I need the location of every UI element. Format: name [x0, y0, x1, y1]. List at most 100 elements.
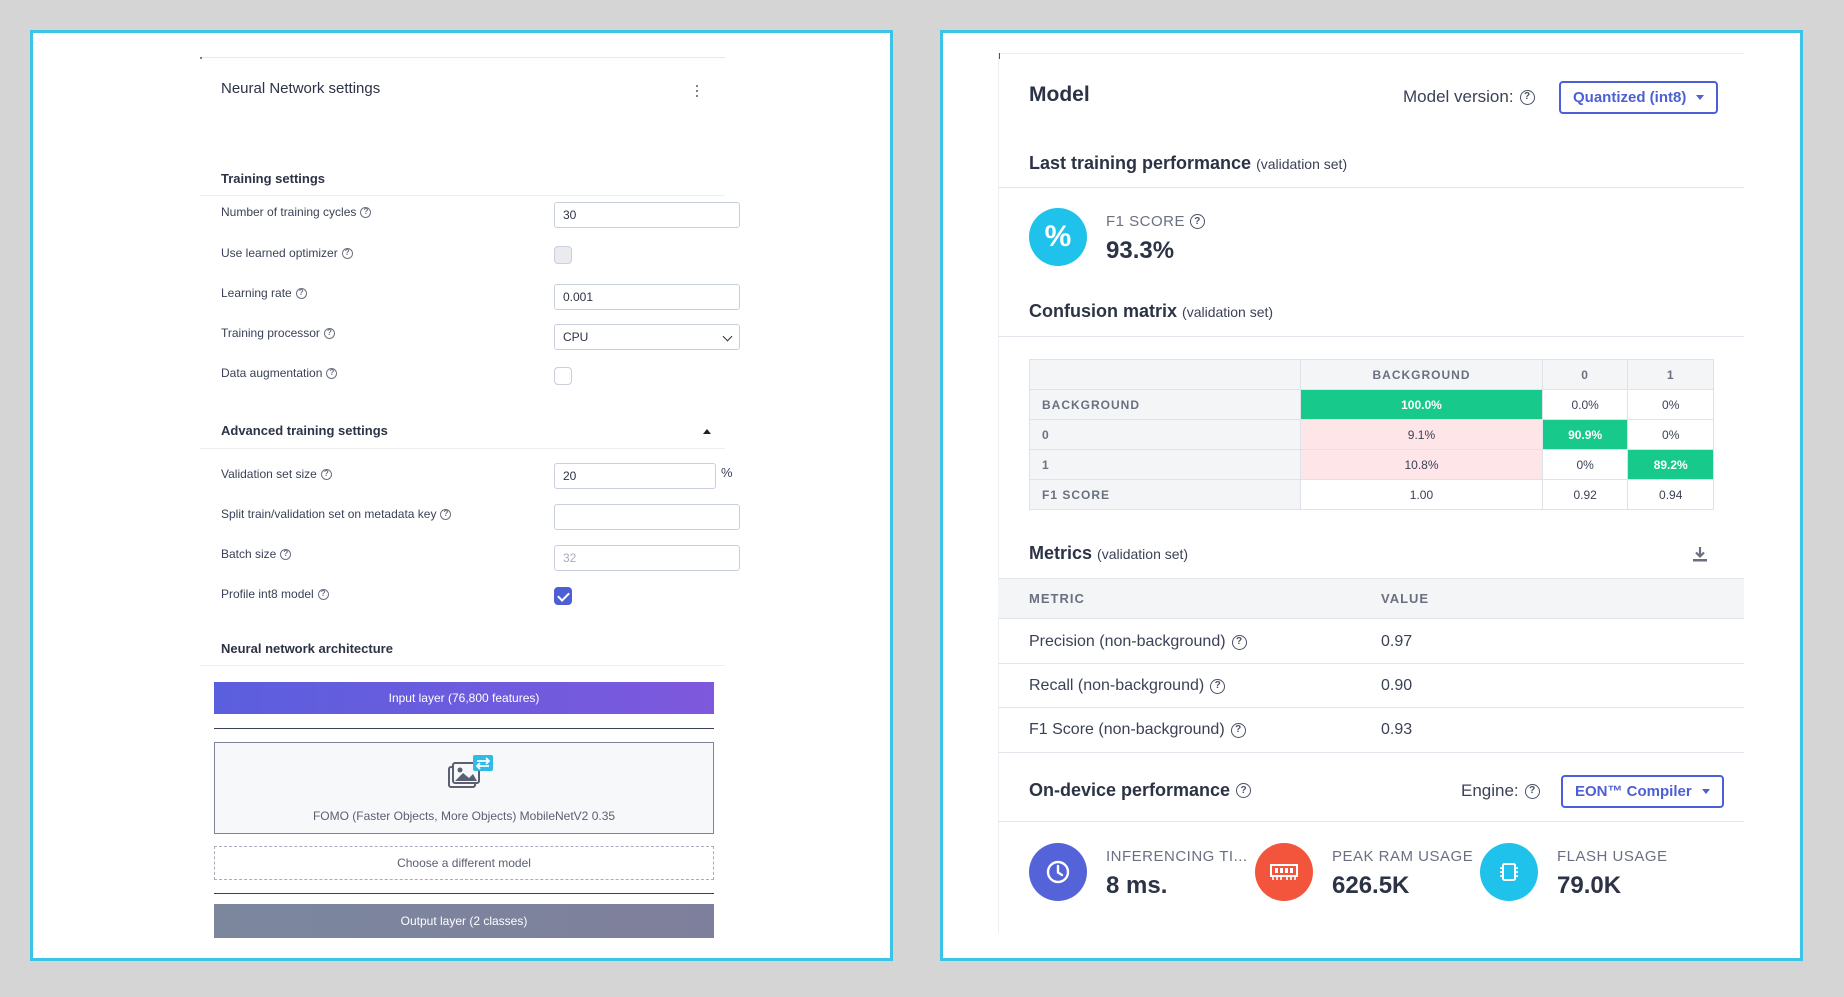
help-icon[interactable]: ? — [1519, 89, 1535, 105]
help-icon[interactable]: ? — [1230, 722, 1246, 738]
caret-down-icon — [1701, 789, 1710, 794]
matrix-cell: 100.0% — [1300, 389, 1543, 420]
matrix-col-header: 0 — [1541, 359, 1629, 390]
help-icon[interactable]: ? — [323, 327, 335, 339]
caret-down-icon — [1696, 95, 1705, 100]
divider — [998, 663, 1744, 664]
f1-score-value: 93.3% — [1106, 237, 1175, 264]
matrix-cell: 10.8% — [1300, 449, 1543, 480]
matrix-col-header: 1 — [1627, 359, 1714, 390]
divider — [998, 618, 1744, 619]
training-processor-label: Training processor ? — [221, 326, 335, 340]
batch-size-input[interactable]: 32 — [554, 545, 740, 571]
help-icon[interactable]: ? — [360, 206, 372, 218]
metrics-heading: Metrics (validation set) — [1029, 543, 1188, 564]
matrix-row: 1 10.8% 0% 89.2% — [1028, 449, 1714, 480]
model-block[interactable]: FOMO (Faster Objects, More Objects) Mobi… — [214, 742, 714, 834]
f1-non-bg-value: 0.93 — [1381, 721, 1413, 738]
matrix-corner-cell — [1028, 359, 1302, 390]
matrix-row: 0 9.1% 90.9% 0% — [1028, 419, 1714, 450]
help-icon[interactable]: ? — [1231, 634, 1247, 650]
divider — [200, 195, 725, 196]
help-icon[interactable]: ? — [326, 367, 338, 379]
f1-score-label-text: F1 SCORE — [1106, 213, 1186, 230]
input-layer-block[interactable]: Input layer (76,800 features) — [214, 682, 714, 714]
divider — [200, 448, 725, 449]
recall-label-text: Recall (non-background) — [1029, 677, 1205, 694]
training-cycles-input[interactable]: 30 — [554, 202, 740, 228]
divider — [998, 336, 1744, 337]
model-version-dropdown[interactable]: Quantized (int8) — [1559, 81, 1719, 114]
images-transfer-icon — [448, 755, 493, 788]
batch-size-label-text: Batch size — [221, 547, 277, 561]
help-icon[interactable]: ? — [1210, 678, 1226, 694]
data-augmentation-label: Data augmentation ? — [221, 366, 338, 380]
help-icon[interactable]: ? — [280, 548, 292, 560]
help-icon[interactable]: ? — [440, 508, 452, 520]
help-icon[interactable]: ? — [1524, 783, 1540, 799]
validation-size-label: Validation set size ? — [221, 467, 332, 481]
collapse-caret-icon[interactable] — [703, 429, 711, 434]
neural-network-settings-panel: Neural Network settings Training setting… — [200, 57, 740, 938]
precision-value: 0.97 — [1381, 633, 1413, 650]
engine-dropdown[interactable]: EON™ Compiler — [1561, 775, 1724, 808]
help-icon[interactable]: ? — [295, 287, 307, 299]
help-icon[interactable]: ? — [317, 588, 329, 600]
choose-different-model-button[interactable]: Choose a different model — [214, 846, 714, 880]
data-augmentation-label-text: Data augmentation — [221, 366, 323, 380]
ram-icon — [1255, 843, 1313, 901]
percent-icon: % — [1029, 208, 1087, 266]
chevron-down-icon — [722, 331, 733, 342]
model-version-value: Quantized (int8) — [1573, 89, 1687, 106]
help-icon[interactable]: ? — [341, 247, 353, 259]
peak-ram-label: PEAK RAM USAGE — [1332, 848, 1474, 865]
divider — [998, 821, 1744, 822]
matrix-row: BACKGROUND 100.0% 0.0% 0% — [1028, 389, 1714, 420]
matrix-cell: 89.2% — [1627, 449, 1714, 480]
chip-icon — [1480, 843, 1538, 901]
engine-label-text: Engine: — [1461, 781, 1519, 800]
f1-score-label: F1 SCORE ? — [1106, 213, 1206, 230]
learned-optimizer-checkbox[interactable] — [554, 246, 572, 264]
flash-usage-value: 79.0K — [1557, 872, 1622, 899]
split-metadata-input[interactable] — [554, 504, 740, 530]
model-name: FOMO (Faster Objects, More Objects) Mobi… — [312, 809, 616, 823]
profile-int8-checkbox[interactable] — [554, 587, 572, 605]
validation-size-input[interactable]: 20 — [554, 463, 716, 489]
model-title: Model — [1029, 83, 1090, 106]
training-cycles-label-text: Number of training cycles — [221, 205, 357, 219]
panel-left-border — [998, 53, 999, 933]
split-metadata-label: Split train/validation set on metadata k… — [221, 507, 452, 521]
training-processor-select[interactable]: CPU — [554, 324, 740, 350]
precision-label: Precision (non-background) ? — [1029, 633, 1247, 651]
matrix-cell: 90.9% — [1541, 419, 1629, 450]
inferencing-time-label: INFERENCING TI... — [1106, 848, 1248, 865]
panel-top-border — [998, 53, 1744, 59]
help-icon[interactable]: ? — [320, 468, 332, 480]
kebab-menu-icon[interactable] — [692, 83, 702, 99]
last-training-heading: Last training performance (validation se… — [1029, 153, 1347, 174]
help-icon[interactable]: ? — [1236, 783, 1252, 798]
metrics-sub: (validation set) — [1097, 546, 1189, 562]
output-layer-block[interactable]: Output layer (2 classes) — [214, 904, 714, 938]
engine-label: Engine: ? — [1461, 781, 1540, 801]
model-performance-frame: Model Model version: ? Quantized (int8) … — [940, 30, 1803, 961]
data-augmentation-checkbox[interactable] — [554, 367, 572, 385]
value-column-header: VALUE — [1381, 591, 1430, 606]
matrix-cell: 0% — [1627, 419, 1714, 450]
matrix-row-header: BACKGROUND — [1028, 389, 1302, 420]
engine-value: EON™ Compiler — [1575, 783, 1692, 800]
batch-size-label: Batch size ? — [221, 547, 292, 561]
metric-column-header: METRIC — [1029, 591, 1085, 606]
peak-ram-value: 626.5K — [1332, 872, 1410, 899]
learning-rate-input[interactable]: 0.001 — [554, 284, 740, 310]
f1-non-bg-label: F1 Score (non-background) ? — [1029, 721, 1246, 739]
download-icon[interactable] — [1691, 545, 1709, 563]
metrics-heading-text: Metrics — [1029, 543, 1093, 563]
validation-size-label-text: Validation set size — [221, 467, 317, 481]
clock-icon — [1029, 843, 1087, 901]
divider — [998, 187, 1744, 188]
precision-label-text: Precision (non-background) — [1029, 633, 1226, 650]
learning-rate-label: Learning rate ? — [221, 286, 307, 300]
help-icon[interactable]: ? — [1190, 214, 1206, 229]
